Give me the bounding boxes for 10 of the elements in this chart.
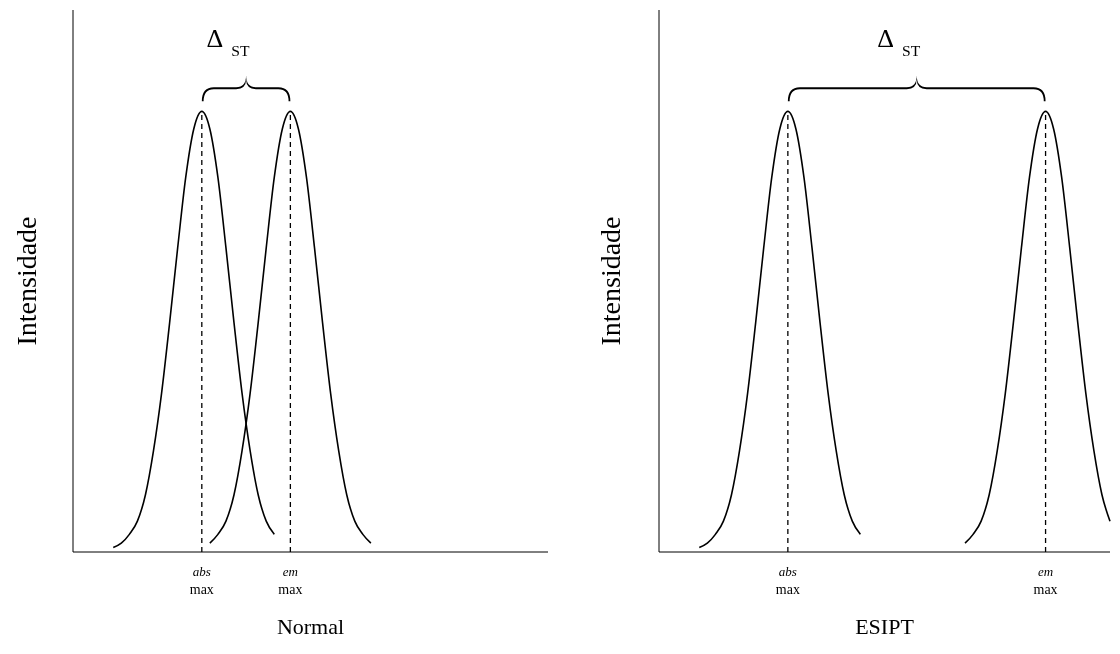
x-axis-title: Normal	[276, 614, 345, 639]
text: Δ$_{ST}$	[877, 24, 921, 59]
y-axis-title: Intensidade	[595, 216, 627, 346]
x-axis-title: ESIPT	[855, 614, 915, 639]
x-tick-label: abs max	[189, 564, 214, 597]
x-tick-label: abs max	[775, 564, 800, 597]
x-tick-label: em max	[1033, 564, 1058, 597]
y-axis-title: Intensidade	[11, 216, 43, 346]
text: Δ$_{ST}$	[206, 24, 251, 59]
x-tick-label: em max	[278, 564, 303, 597]
